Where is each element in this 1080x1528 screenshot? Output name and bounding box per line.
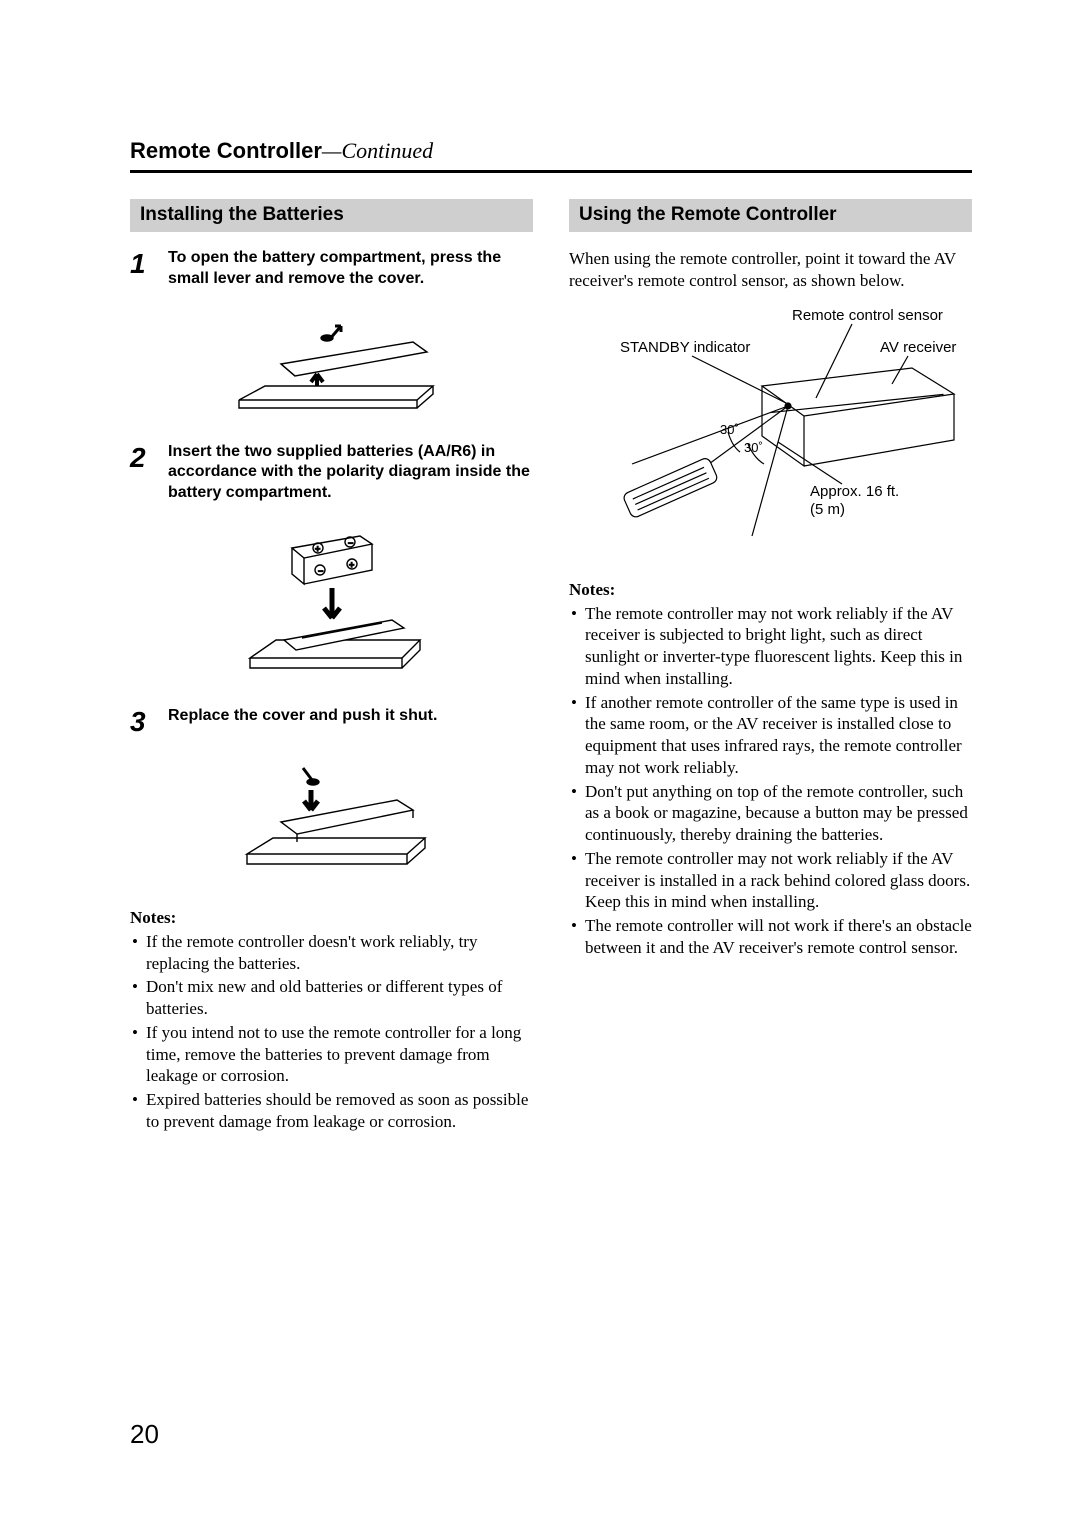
step-3: 3 Replace the cover and push it shut. xyxy=(130,706,533,736)
note-item: If another remote controller of the same… xyxy=(569,692,972,779)
notes-heading-right: Notes: xyxy=(569,580,972,600)
note-item: Expired batteries should be removed as s… xyxy=(130,1089,533,1133)
note-item: Don't mix new and old batteries or diffe… xyxy=(130,976,533,1020)
note-item: The remote controller will not work if t… xyxy=(569,915,972,959)
step-number: 3 xyxy=(130,706,168,736)
header-title-italic: —Continued xyxy=(322,138,433,163)
label-remote-sensor: Remote control sensor xyxy=(792,307,943,324)
notes-heading-left: Notes: xyxy=(130,908,533,928)
svg-text:−: − xyxy=(348,538,353,548)
label-distance-2: (5 m) xyxy=(810,501,845,518)
page-number: 20 xyxy=(130,1419,159,1450)
step-1: 1 To open the battery compartment, press… xyxy=(130,248,533,290)
intro-text: When using the remote controller, point … xyxy=(569,248,972,292)
svg-text:+: + xyxy=(349,560,354,570)
step-number: 1 xyxy=(130,248,168,290)
label-distance-1: Approx. 16 ft. xyxy=(810,483,899,500)
note-item: The remote controller may not work relia… xyxy=(569,848,972,913)
note-item: If you intend not to use the remote cont… xyxy=(130,1022,533,1087)
note-item: Don't put anything on top of the remote … xyxy=(569,781,972,846)
remote-diagram: Remote control sensor STANDBY indicator … xyxy=(569,306,972,556)
step-text: To open the battery compartment, press t… xyxy=(168,248,533,290)
step-text: Replace the cover and push it shut. xyxy=(168,706,437,736)
step-text: Insert the two supplied batteries (AA/R6… xyxy=(168,442,533,504)
left-column: Installing the Batteries 1 To open the b… xyxy=(130,199,533,1135)
illustration-close-cover xyxy=(130,750,533,880)
note-item: The remote controller may not work relia… xyxy=(569,603,972,690)
header-title-bold: Remote Controller xyxy=(130,138,322,163)
page-header: Remote Controller—Continued xyxy=(130,138,972,173)
illustration-open-cover xyxy=(130,304,533,424)
notes-list-left: If the remote controller doesn't work re… xyxy=(130,931,533,1135)
label-angle: 30˚ xyxy=(744,440,763,455)
right-column: Using the Remote Controller When using t… xyxy=(569,199,972,1135)
notes-list-right: The remote controller may not work relia… xyxy=(569,603,972,961)
page: Remote Controller—Continued Installing t… xyxy=(0,0,1080,1135)
step-number: 2 xyxy=(130,442,168,504)
label-receiver: AV receiver xyxy=(880,339,956,356)
label-standby: STANDBY indicator xyxy=(620,339,750,356)
svg-text:−: − xyxy=(318,566,323,576)
columns: Installing the Batteries 1 To open the b… xyxy=(130,199,972,1135)
step-2: 2 Insert the two supplied batteries (AA/… xyxy=(130,442,533,504)
note-item: If the remote controller doesn't work re… xyxy=(130,931,533,975)
section-title-right: Using the Remote Controller xyxy=(569,199,972,232)
section-title-left: Installing the Batteries xyxy=(130,199,533,232)
svg-text:+: + xyxy=(315,544,320,554)
illustration-insert-batteries: + − − + xyxy=(130,518,533,688)
